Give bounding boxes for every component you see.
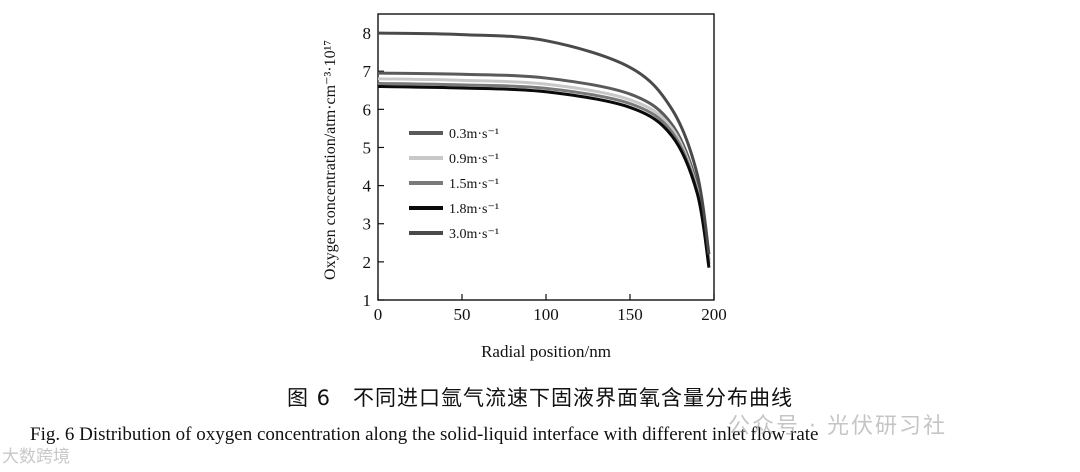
y-tick-label: 4 [363, 177, 372, 196]
y-axis-label: Oxygen concentration/atm·cm⁻³·10¹⁷ [322, 40, 339, 280]
x-tick-label: 50 [454, 305, 471, 324]
legend-label: 0.9m·s⁻¹ [449, 152, 499, 167]
y-tick-label: 3 [363, 215, 372, 234]
figure-caption-chinese: 图 6 不同进口氩气流速下固液界面氧含量分布曲线 [286, 386, 794, 410]
site-watermark: 大数跨境 [2, 447, 70, 467]
legend-label: 1.8m·s⁻¹ [449, 202, 499, 217]
y-tick-label: 2 [363, 253, 372, 272]
wechat-watermark: 公众号 · 光伏研习社 [728, 414, 947, 439]
legend-label: 1.5m·s⁻¹ [449, 177, 499, 192]
legend-label: 0.3m·s⁻¹ [449, 127, 499, 142]
x-tick-label: 0 [374, 305, 383, 324]
y-axis: 1 2 3 4 5 6 7 8 [363, 24, 384, 310]
y-tick-label: 8 [363, 24, 372, 43]
y-tick-label: 7 [363, 62, 372, 81]
series-lines [377, 31, 711, 268]
legend: 0.3m·s⁻¹ 0.9m·s⁻¹ 1.5m·s⁻¹ 1.8m·s⁻¹ 3.0m·s⁻¹ [409, 127, 499, 242]
x-tick-label: 200 [701, 305, 727, 324]
series-line-5 [377, 31, 711, 255]
oxygen-concentration-chart: 0 50 100 150 200 1 2 3 4 5 6 7 8 0.3m·s⁻¹ 0.9m·s⁻¹ 1.… [322, 13, 727, 361]
x-tick-label: 100 [533, 305, 559, 324]
x-axis: 0 50 100 150 200 [374, 294, 727, 324]
x-axis-label: Radial position/nm [481, 342, 611, 361]
legend-label: 3.0m·s⁻¹ [449, 227, 499, 242]
x-tick-label: 150 [617, 305, 643, 324]
y-tick-label: 5 [363, 138, 372, 157]
series-line-4 [377, 84, 711, 268]
y-tick-label: 1 [363, 291, 372, 310]
figure-caption-english: Fig. 6 Distribution of oxygen concentrat… [30, 424, 819, 445]
y-tick-label: 6 [363, 100, 372, 119]
